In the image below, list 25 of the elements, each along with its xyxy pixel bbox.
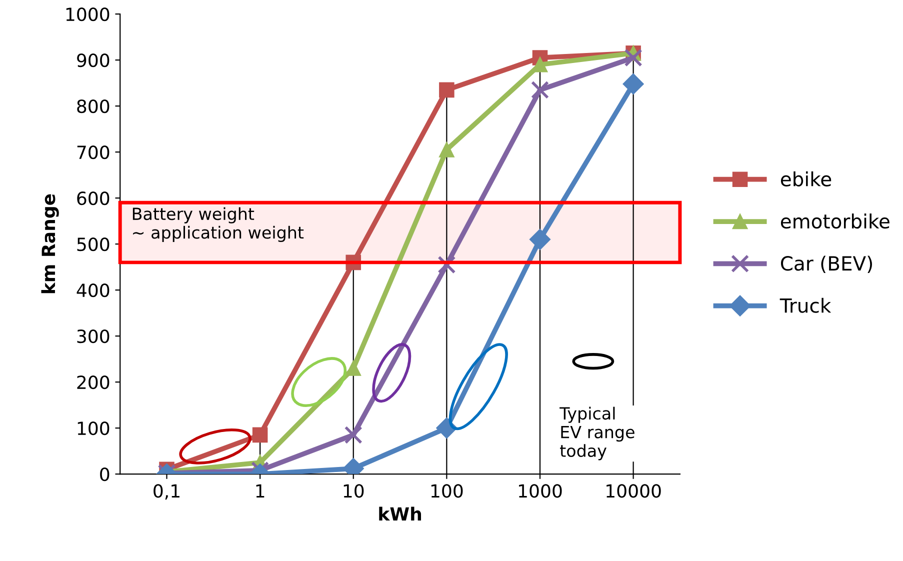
- y-tick-label: 600: [77, 191, 110, 206]
- legend-label: Car (BEV): [780, 256, 872, 274]
- y-tick-label: 100: [78, 422, 110, 436]
- x-tick-label: 1000: [519, 484, 562, 498]
- y-tick-label: 400: [76, 283, 110, 298]
- y-tick-label: 0: [100, 468, 110, 482]
- legend-label: emotorbike: [780, 214, 890, 229]
- legend-label: ebike: [780, 171, 832, 186]
- band-label: Battery weight ~ application weight: [132, 207, 304, 242]
- x-tick-label: 0,1: [154, 484, 180, 500]
- y-axis-title: km Range: [41, 194, 59, 294]
- y-tick-label: 1000: [66, 7, 110, 22]
- y-tick-label: 300: [77, 330, 110, 344]
- y-tick-label: 500: [77, 237, 110, 252]
- y-tick-label: 700: [77, 145, 110, 160]
- y-tick-label: 200: [77, 376, 110, 390]
- y-tick-label: 900: [77, 53, 110, 68]
- y-tick-label: 800: [77, 99, 110, 114]
- x-tick-label: 1: [256, 484, 264, 498]
- x-tick-label: 10: [344, 484, 364, 498]
- x-tick-label: 100: [431, 484, 463, 498]
- legend-label: Truck: [780, 298, 832, 313]
- x-tick-label: 10000: [606, 484, 661, 498]
- x-axis-title: kWh: [379, 506, 422, 521]
- annotation: Typical EV range today: [560, 406, 634, 460]
